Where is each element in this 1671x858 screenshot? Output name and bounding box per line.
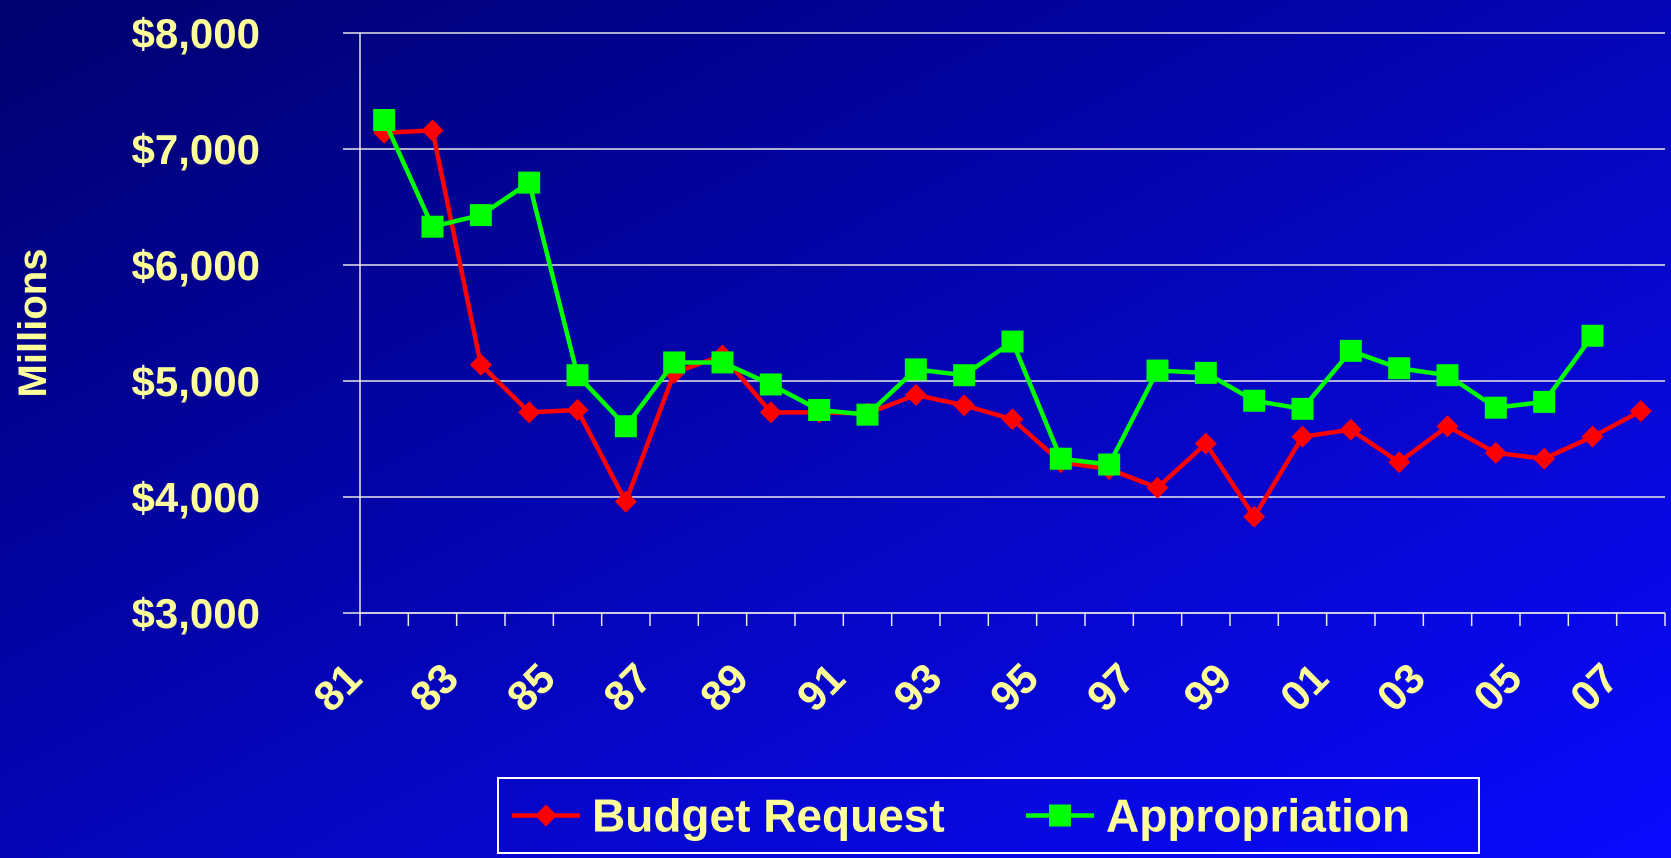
data-point <box>1339 339 1362 362</box>
legend-box <box>497 777 1480 854</box>
data-point <box>1339 418 1362 441</box>
data-point <box>518 401 541 424</box>
legend-marker <box>1049 804 1071 827</box>
data-point <box>1194 361 1217 384</box>
data-point <box>1291 425 1314 448</box>
data-point <box>1533 447 1556 470</box>
data-point <box>518 171 541 194</box>
y-tick-label: $5,000 <box>132 358 260 405</box>
data-point <box>808 399 831 421</box>
data-point <box>1629 400 1652 423</box>
data-point <box>953 394 976 417</box>
data-point <box>1243 389 1266 412</box>
y-tick-label: $6,000 <box>132 242 260 289</box>
legend-label: Budget Request <box>592 790 945 842</box>
data-point <box>1581 324 1604 347</box>
data-point <box>759 401 782 424</box>
legend-marker <box>535 804 557 827</box>
legend-label: Appropriation <box>1106 790 1410 842</box>
data-point <box>614 490 637 513</box>
data-point <box>1533 390 1556 413</box>
data-point <box>373 109 396 131</box>
data-point <box>566 364 589 387</box>
data-point <box>1146 359 1169 382</box>
data-point <box>1436 364 1459 387</box>
data-point <box>614 415 637 438</box>
data-point <box>856 403 879 426</box>
data-point <box>469 353 492 376</box>
data-point <box>1388 357 1411 380</box>
data-point <box>1001 408 1024 431</box>
data-point <box>1098 453 1121 476</box>
data-point <box>1146 476 1169 499</box>
data-point <box>1436 415 1459 438</box>
y-tick-label: $7,000 <box>132 126 260 173</box>
data-point <box>1194 432 1217 455</box>
data-point <box>1049 447 1072 470</box>
data-point <box>953 364 976 387</box>
data-point <box>421 215 444 238</box>
data-point <box>1484 441 1507 464</box>
data-point <box>1001 330 1024 353</box>
data-point <box>1243 505 1266 528</box>
y-tick-label: $8,000 <box>132 10 260 57</box>
y-axis-label: Millions <box>11 249 55 398</box>
y-tick-label: $4,000 <box>132 474 260 521</box>
data-point <box>1388 451 1411 474</box>
data-point <box>759 373 782 396</box>
data-point <box>421 119 444 142</box>
data-point <box>663 351 686 374</box>
data-point <box>904 358 927 381</box>
data-point <box>1581 425 1604 448</box>
data-point <box>566 399 589 421</box>
data-point <box>711 351 734 374</box>
y-tick-label: $3,000 <box>132 590 260 637</box>
data-point <box>904 383 927 406</box>
data-point <box>469 204 492 227</box>
data-point <box>1291 397 1314 420</box>
data-point <box>1484 396 1507 419</box>
